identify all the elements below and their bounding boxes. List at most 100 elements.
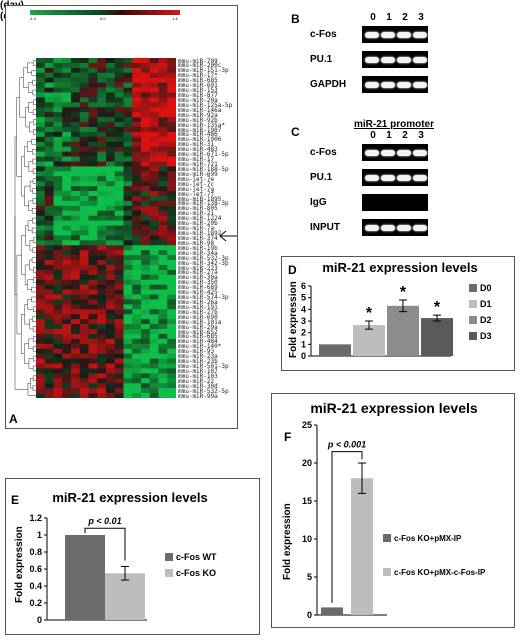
heatmap-cell	[149, 274, 159, 281]
heatmap-cell	[36, 107, 46, 113]
heatmap-cell	[53, 131, 63, 138]
gel-band	[413, 224, 427, 231]
heatmap-cell	[44, 368, 54, 374]
heatmap-cell	[167, 319, 176, 325]
heatmap-cell	[88, 255, 98, 261]
heatmap-cell	[158, 191, 168, 197]
heatmap-cell	[71, 373, 81, 379]
heatmap-cell	[167, 181, 176, 187]
heatmap-cell	[123, 338, 133, 345]
mirna-label: mmu-miR-140*	[178, 343, 222, 351]
heatmap-cell	[158, 279, 168, 285]
heatmap-cell	[141, 92, 151, 98]
heatmap-cell	[88, 215, 98, 221]
heatmap-cell	[71, 279, 81, 285]
heatmap-cell	[132, 102, 142, 108]
heatmap-cell	[132, 388, 142, 394]
heatmap-cell	[79, 215, 89, 221]
mirna-label: mmu-miR-31	[178, 141, 215, 149]
heatmap-cell	[44, 333, 54, 340]
heatmap-cell	[53, 195, 63, 202]
heatmap-cell	[71, 255, 81, 261]
heatmap-cell	[141, 87, 151, 93]
heatmap-cell	[36, 363, 46, 369]
mirna-label: mmu-miR-685	[178, 77, 218, 85]
heatmap-cell	[132, 245, 142, 251]
heatmap-cell	[44, 92, 54, 98]
heatmap-cell	[88, 289, 98, 295]
heatmap-cell	[167, 289, 176, 295]
heatmap-cell	[62, 358, 72, 364]
heatmap-cell	[132, 314, 142, 320]
heatmap-cell	[114, 329, 124, 335]
heatmap-cell	[88, 260, 98, 266]
heatmap-cell	[158, 363, 168, 369]
heatmap-cell	[88, 279, 98, 285]
heatmap-cell	[79, 353, 89, 359]
dendrogram-branch	[24, 185, 31, 207]
heatmap-cell	[123, 58, 133, 64]
heatmap-cell	[97, 225, 107, 231]
heatmap-cell	[149, 250, 159, 256]
mirna-label: mmu-miR-17*	[178, 72, 218, 80]
heatmap-cell	[62, 388, 72, 394]
heatmap-cell	[36, 269, 46, 276]
heatmap-cell	[106, 240, 116, 246]
heatmap-cell	[88, 240, 98, 246]
heatmap-cell	[62, 161, 72, 167]
heatmap-cell	[44, 284, 54, 290]
heatmap-cell	[167, 279, 176, 285]
heatmap-cell	[97, 62, 107, 69]
heatmap-cell	[123, 279, 133, 285]
dendrogram-branch	[24, 343, 29, 364]
heatmap-cell	[36, 215, 46, 221]
heatmap-cell	[149, 58, 159, 64]
heatmap-cell	[106, 195, 116, 202]
heatmap-cell	[167, 191, 176, 197]
heatmap-cell	[97, 314, 107, 320]
heatmap-cell	[71, 176, 81, 182]
heatmap-cell	[71, 141, 81, 147]
heatmap-cell	[114, 166, 124, 172]
heatmap-cell	[141, 215, 151, 221]
panel-e-label: E	[11, 493, 20, 507]
heatmap-cell	[97, 215, 107, 221]
heatmap-cell	[79, 279, 89, 285]
y-tick-label: 2	[301, 328, 306, 338]
gel-band	[413, 81, 427, 88]
heatmap-cell	[106, 205, 116, 212]
heatmap-cell	[88, 348, 98, 354]
mirna-label: mmu-miR-135a*	[178, 121, 225, 129]
heatmap-cell	[62, 82, 72, 88]
mirna-label: mmu-miR-30d	[178, 382, 218, 390]
heatmap-cell	[141, 67, 151, 74]
heatmap-cell	[62, 156, 72, 162]
heatmap-cell	[44, 82, 54, 88]
heatmap-cell	[132, 299, 142, 305]
heatmap-cell	[132, 393, 142, 398]
heatmap-cell	[149, 87, 159, 93]
significance-marker: *	[366, 305, 373, 322]
heatmap-cell	[97, 329, 107, 335]
heatmap-cell	[132, 205, 142, 212]
heatmap-cell	[141, 77, 151, 83]
heatmap-cell	[36, 264, 46, 271]
heatmap-cell	[62, 264, 72, 271]
heatmap-cell	[88, 195, 98, 202]
heatmap-cell	[106, 235, 116, 241]
heatmap-cell	[132, 195, 142, 202]
heatmap-cell	[114, 348, 124, 354]
heatmap-cell	[88, 62, 98, 69]
heatmap-cell	[132, 215, 142, 221]
panel-f-chart: 0 5 10 15 20 25 c-Fos KO+pMX-IP c-Fos KO+pMX-c-…	[302, 420, 486, 620]
heatmap-cell	[149, 151, 159, 157]
heatmap-cell	[167, 97, 176, 103]
heatmap-cell	[132, 166, 142, 172]
heatmap-cell	[88, 388, 98, 394]
heatmap-cell	[36, 176, 46, 182]
heatmap-cell	[62, 102, 72, 108]
heatmap-cell	[79, 136, 89, 143]
heatmap-cell	[79, 289, 89, 295]
heatmap-cell	[106, 107, 116, 113]
